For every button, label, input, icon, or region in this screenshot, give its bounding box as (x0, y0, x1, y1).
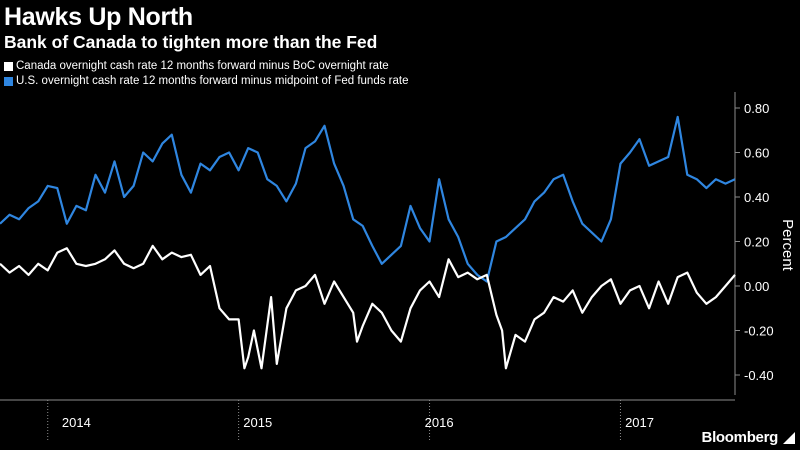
series-layer (0, 115, 736, 370)
legend-swatch-canada (4, 62, 13, 71)
y-axis: 0.80 0.60 0.40 0.20 0.00 -0.20 -0.40 (734, 92, 774, 395)
y-tick-label: -0.40 (744, 368, 774, 383)
y-tick-label: -0.20 (744, 324, 774, 339)
legend-swatch-us (4, 77, 13, 86)
y-tick-label: 0.40 (744, 190, 769, 205)
series-line-canada (0, 244, 736, 370)
legend-label-us: U.S. overnight cash rate 12 months forwa… (16, 75, 409, 87)
chart-title: Hawks Up North (4, 3, 193, 31)
y-tick-label: 0.80 (744, 101, 769, 116)
brand-logo-text: Bloomberg (701, 429, 779, 446)
bloomberg-mark-icon (783, 432, 795, 444)
x-tick-label: 2015 (243, 415, 272, 430)
y-axis-label: Percent (779, 219, 796, 272)
legend-item-us: U.S. overnight cash rate 12 months forwa… (4, 74, 408, 89)
x-tick-label: 2014 (62, 415, 91, 430)
chart-subtitle: Bank of Canada to tighten more than the … (4, 32, 378, 52)
y-tick-label: 0.20 (744, 235, 769, 250)
series-line-us (0, 115, 736, 283)
y-tick-label: 0.60 (744, 146, 769, 161)
x-tick-label: 2016 (425, 415, 454, 430)
y-tick-label: 0.00 (744, 279, 769, 294)
legend-label-canada: Canada overnight cash rate 12 months for… (16, 60, 389, 72)
legend-item-canada: Canada overnight cash rate 12 months for… (4, 59, 408, 74)
legend: Canada overnight cash rate 12 months for… (4, 59, 408, 89)
x-tick-label: 2017 (625, 415, 654, 430)
x-axis: 2014 2015 2016 2017 (0, 399, 735, 440)
